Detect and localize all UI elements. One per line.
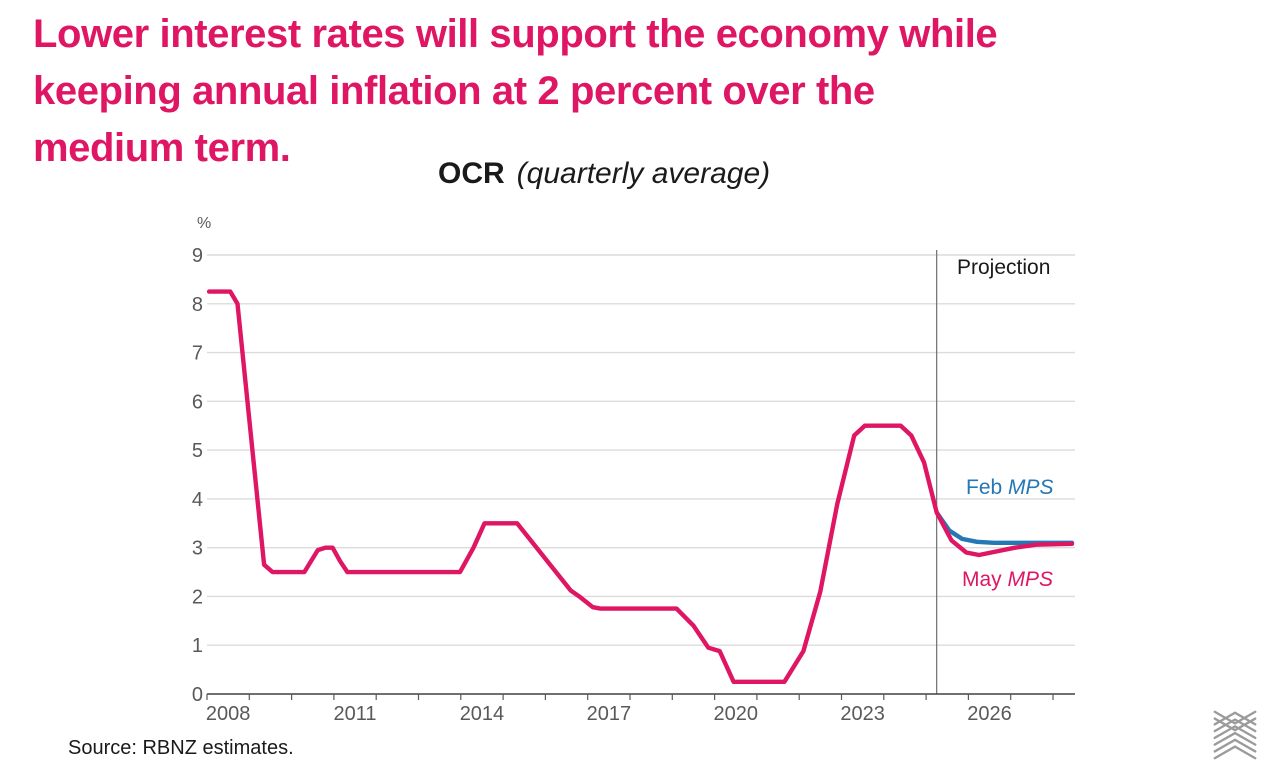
chart-title: OCR (quarterly average) [438,157,770,191]
x-tick-label-2017: 2017 [587,703,632,725]
y-tick-label-9: 9 [192,245,203,267]
y-axis-tick-labels: 0 1 2 3 4 5 6 7 8 9 [192,245,203,706]
series-line-may-mps [206,289,1075,684]
x-tick-label-2011: 2011 [334,703,377,725]
y-tick-label-5: 5 [192,440,203,462]
slide-headline: Lower interest rates will support the ec… [33,6,1213,177]
x-tick-label-2014: 2014 [460,703,505,725]
y-tick-label-2: 2 [192,586,203,608]
headline-line-2: keeping annual inflation at 2 percent ov… [33,69,875,113]
x-axis [206,693,1075,700]
series-label-may-mps: May MPS [962,568,1053,592]
y-tick-label-1: 1 [192,635,203,657]
chart-title-subtitle: (quarterly average) [516,157,771,190]
y-tick-label-8: 8 [192,294,203,316]
headline-line-1: Lower interest rates will support the ec… [33,12,998,56]
series-line-feb-mps [934,510,1075,545]
series-label-may-prefix: May [962,568,1002,591]
x-tick-label-2020: 2020 [714,703,759,725]
x-tick-label-2026: 2026 [967,703,1012,725]
projection-label: Projection [957,256,1051,279]
chart-title-main: OCR [438,157,505,190]
y-tick-label-3: 3 [192,538,203,560]
y-axis-unit-label: % [197,215,212,232]
series-label-feb-prefix: Feb [966,476,1003,499]
y-tick-label-6: 6 [192,391,203,413]
x-tick-label-2023: 2023 [840,703,885,725]
headline-line-3: medium term. [33,126,291,170]
series-label-feb-mps: Feb MPS [966,476,1054,500]
y-tick-label-0: 0 [192,684,203,706]
gridlines [207,254,1075,646]
y-tick-label-4: 4 [192,489,203,511]
y-tick-label-7: 7 [192,343,203,365]
series-label-feb-italic: MPS [1008,476,1054,499]
x-tick-label-2008: 2008 [206,703,251,725]
rbnz-chevron-logo [1213,710,1257,760]
data-series-lines [206,289,1075,684]
x-axis-tick-labels: 2008 2011 2014 2017 2020 2023 2026 [206,703,1012,725]
series-label-may-italic: MPS [1007,568,1054,591]
source-note: Source: RBNZ estimates. [68,737,294,759]
